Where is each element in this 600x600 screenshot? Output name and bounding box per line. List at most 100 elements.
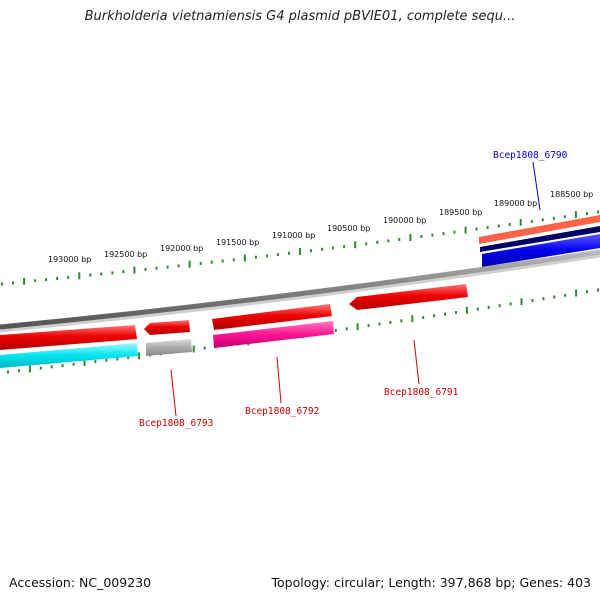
minor-tick	[431, 233, 434, 237]
minor-tick	[597, 210, 599, 214]
tick-label: 191000 bp	[272, 231, 315, 240]
pink-feature[interactable]	[213, 321, 334, 348]
minor-tick	[276, 253, 279, 257]
minor-tick	[310, 249, 312, 253]
minor-tick	[586, 212, 588, 216]
minor-tick	[116, 357, 119, 361]
minor-tick	[265, 254, 268, 258]
minor-tick	[254, 255, 257, 259]
minor-tick	[597, 288, 599, 292]
major-tick	[519, 218, 522, 226]
minor-tick	[334, 328, 337, 332]
cyan-feature[interactable]	[0, 343, 138, 368]
major-tick	[354, 241, 357, 249]
scale-labels: 193000 bp 192500 bp 192000 bp 191500 bp …	[48, 190, 593, 264]
minor-tick	[345, 327, 348, 331]
gene-label-bcep1808-6791[interactable]: Bcep1808_6791	[384, 387, 459, 398]
minor-tick	[453, 230, 456, 234]
major-tick	[23, 277, 26, 285]
minor-tick	[56, 277, 59, 280]
minor-tick	[166, 265, 169, 269]
minor-tick	[177, 264, 180, 268]
major-tick	[188, 260, 191, 268]
outer-scale-ticks	[1, 210, 599, 286]
minor-tick	[50, 365, 53, 369]
major-tick	[465, 306, 468, 314]
minor-tick	[486, 226, 489, 229]
tick-label: 192500 bp	[104, 250, 147, 259]
major-tick	[78, 272, 81, 280]
tick-label: 190000 bp	[383, 216, 426, 225]
blue-feature[interactable]	[482, 234, 600, 267]
grey-feature[interactable]	[146, 339, 192, 356]
callout-line-6792	[276, 356, 282, 404]
cds-bcep1808-6791[interactable]	[349, 284, 468, 310]
minor-tick	[45, 278, 48, 282]
major-tick	[28, 365, 31, 373]
minor-tick	[144, 267, 147, 271]
minor-tick	[442, 232, 445, 236]
minor-tick	[127, 356, 130, 360]
minor-tick	[444, 312, 446, 316]
minor-tick	[61, 364, 64, 368]
cds-bcep1808-6792[interactable]	[212, 304, 332, 330]
minor-tick	[389, 320, 392, 324]
minor-tick	[398, 238, 401, 241]
minor-tick	[508, 223, 511, 226]
tick-label: 189500 bp	[439, 208, 482, 217]
cds-bcep1808-6793-small[interactable]	[144, 320, 190, 335]
salmon-feature[interactable]	[479, 215, 600, 244]
minor-tick	[94, 360, 97, 364]
map-title: Burkholderia vietnamiensis G4 plasmid pB…	[84, 9, 516, 24]
tick-label: 191500 bp	[216, 238, 259, 247]
minor-tick	[7, 370, 9, 374]
callout-line-6791	[413, 339, 420, 385]
minor-tick	[1, 282, 3, 286]
minor-tick	[541, 218, 544, 222]
major-tick	[138, 352, 141, 360]
minor-tick	[72, 362, 75, 366]
minor-tick	[563, 215, 566, 219]
minor-tick	[420, 235, 423, 238]
minor-tick	[67, 275, 70, 279]
callout-line-6790	[532, 161, 541, 211]
minor-tick	[203, 346, 206, 350]
tick-label: 189000 bp	[494, 199, 537, 208]
minor-tick	[365, 242, 368, 246]
minor-tick	[455, 311, 457, 314]
major-tick	[192, 345, 195, 353]
minor-tick	[105, 358, 108, 362]
minor-tick	[288, 251, 290, 255]
minor-tick	[343, 245, 346, 249]
minor-tick	[232, 258, 235, 262]
major-tick	[243, 254, 246, 262]
callout-line-6793	[170, 369, 177, 417]
navy-feature[interactable]	[480, 226, 600, 252]
tick-label: 193000 bp	[48, 255, 91, 264]
topology-text: Topology: circular; Length: 397,868 bp; …	[271, 575, 592, 590]
gene-label-bcep1808-6790[interactable]: Bcep1808_6790	[493, 150, 568, 161]
minor-tick	[498, 304, 501, 308]
minor-tick	[433, 314, 436, 318]
cds-left[interactable]	[0, 325, 137, 350]
tick-label: 190500 bp	[327, 224, 370, 233]
major-tick	[356, 323, 359, 331]
minor-tick	[475, 227, 478, 231]
accession-text: Accession: NC_009230	[9, 575, 152, 590]
minor-tick	[376, 240, 379, 244]
minor-tick	[39, 366, 42, 370]
minor-tick	[487, 305, 490, 309]
major-tick	[520, 298, 523, 306]
minor-tick	[34, 279, 37, 283]
gene-label-bcep1808-6792[interactable]: Bcep1808_6792	[245, 406, 319, 417]
minor-tick	[531, 299, 534, 302]
minor-tick	[542, 297, 545, 301]
minor-tick	[210, 260, 213, 264]
minor-tick	[378, 322, 381, 326]
minor-tick	[155, 266, 158, 270]
major-tick	[411, 315, 414, 323]
major-tick	[575, 289, 578, 297]
minor-tick	[89, 273, 92, 277]
minor-tick	[553, 295, 556, 299]
gene-label-bcep1808-6793[interactable]: Bcep1808_6793	[139, 418, 213, 429]
